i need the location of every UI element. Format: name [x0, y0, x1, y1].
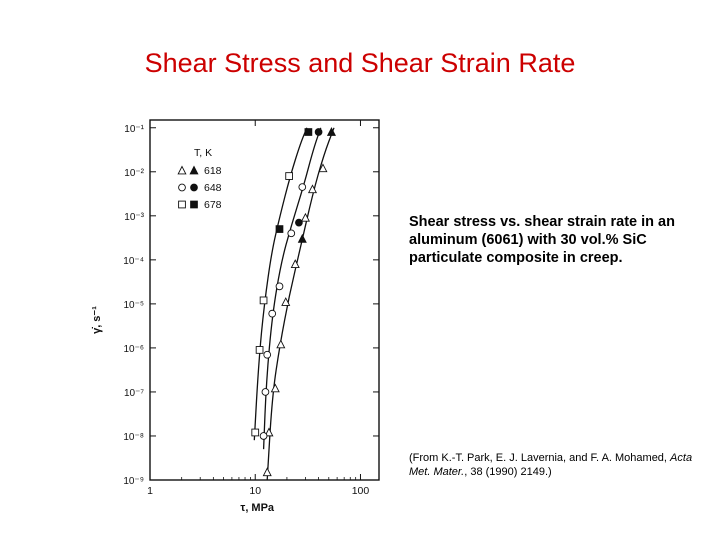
figure-citation: (From K.-T. Park, E. J. Lavernia, and F.…: [409, 451, 709, 479]
data-points: [251, 127, 336, 477]
point-618-open-3: [276, 339, 286, 349]
point-618-open-0: [262, 467, 272, 477]
point-678-open-3: [285, 172, 293, 180]
legend-marker-filled-618: [189, 165, 199, 175]
y-tick-label-7: 10⁻⁸: [123, 432, 144, 443]
point-648-open-2: [263, 350, 272, 359]
citation-prefix: (From K.-T. Park, E. J. Lavernia, and F.…: [409, 452, 667, 464]
point-678-open-0: [251, 428, 260, 437]
axis-ticks: 10⁻¹ 10⁻² 10⁻³ 10⁻⁴ 10⁻⁵ 10⁻⁶ 10⁻⁷ 10⁻⁸ 10⁻⁹1 10 1…: [123, 120, 379, 497]
point-618-open-6: [300, 212, 310, 222]
point-618-filled-1: [326, 127, 336, 136]
chart-legend: T, K 618 648 678: [177, 147, 222, 211]
point-648-open-3: [268, 309, 277, 318]
fit-curve-648: [262, 127, 322, 450]
point-648-open-4: [275, 282, 284, 291]
figure-caption: Shear stress vs. shear strain rate in an…: [409, 214, 675, 266]
point-648-open-1: [261, 388, 270, 396]
y-tick-label-1: 10⁻²: [124, 168, 144, 179]
legend-label-678: 678: [204, 199, 222, 211]
fit-curve-618: [266, 127, 335, 481]
y-tick-label-5: 10⁻⁶: [123, 344, 144, 355]
slide-title: Shear Stress and Shear Strain Rate: [144, 48, 576, 78]
point-678-filled-1: [304, 128, 313, 136]
y-tick-label-6: 10⁻⁷: [124, 388, 144, 399]
legend-marker-open-648: [178, 183, 186, 192]
point-618-open-4: [281, 297, 291, 306]
point-648-open-6: [298, 183, 307, 191]
y-axis-label: γ̇, s⁻¹: [91, 306, 103, 334]
y-tick-label-8: 10⁻⁹: [123, 476, 144, 487]
legend-title: T, K: [194, 147, 212, 159]
x-tick-label-0: 1: [147, 485, 153, 497]
x-axis-label: τ, MPa: [240, 502, 275, 514]
shear-rate-chart: 10⁻¹ 10⁻² 10⁻³ 10⁻⁴ 10⁻⁵ 10⁻⁶ 10⁻⁷ 10⁻⁸ 10⁻⁹1 10 1…: [91, 119, 380, 514]
fit-curve-678: [253, 127, 308, 441]
x-tick-label-2: 100: [352, 485, 370, 497]
point-648-open-5: [287, 229, 296, 238]
point-618-open-5: [290, 259, 300, 268]
point-678-open-1: [255, 346, 264, 354]
plot-border: [149, 119, 380, 481]
point-618-filled-0: [297, 233, 307, 243]
legend-marker-open-678: [178, 200, 186, 209]
legend-marker-open-618: [177, 165, 187, 175]
y-tick-label-4: 10⁻⁵: [123, 300, 144, 311]
y-tick-label-2: 10⁻³: [124, 212, 144, 223]
point-648-filled-1: [314, 128, 323, 136]
point-618-open-7: [307, 184, 318, 194]
fit-curves: [253, 127, 335, 481]
legend-label-618: 618: [204, 165, 222, 177]
legend-marker-filled-648: [190, 183, 198, 192]
point-618-open-2: [270, 383, 280, 393]
point-618-open-1: [264, 427, 274, 437]
axis-labels: τ, MPa γ̇, s⁻¹: [91, 306, 275, 514]
legend-marker-filled-678: [190, 200, 198, 209]
point-678-open-2: [259, 296, 268, 305]
citation-suffix: , 38 (1990) 2149.): [464, 466, 552, 478]
y-tick-label-0: 10⁻¹: [124, 124, 144, 135]
chart-figure: 10⁻¹ 10⁻² 10⁻³ 10⁻⁴ 10⁻⁵ 10⁻⁶ 10⁻⁷ 10⁻⁸ 10⁻⁹ 1 10 1…: [86, 108, 386, 520]
y-tick-label-3: 10⁻⁴: [123, 256, 144, 267]
point-618-open-8: [318, 163, 328, 173]
x-tick-label-1: 10: [249, 485, 261, 497]
point-648-filled-0: [295, 218, 303, 227]
citation-journal: Acta Met. Mater.: [409, 452, 693, 478]
legend-label-648: 648: [204, 182, 222, 194]
plot-frame: [149, 119, 380, 481]
point-648-open-0: [259, 432, 268, 440]
point-678-filled-0: [275, 225, 284, 233]
